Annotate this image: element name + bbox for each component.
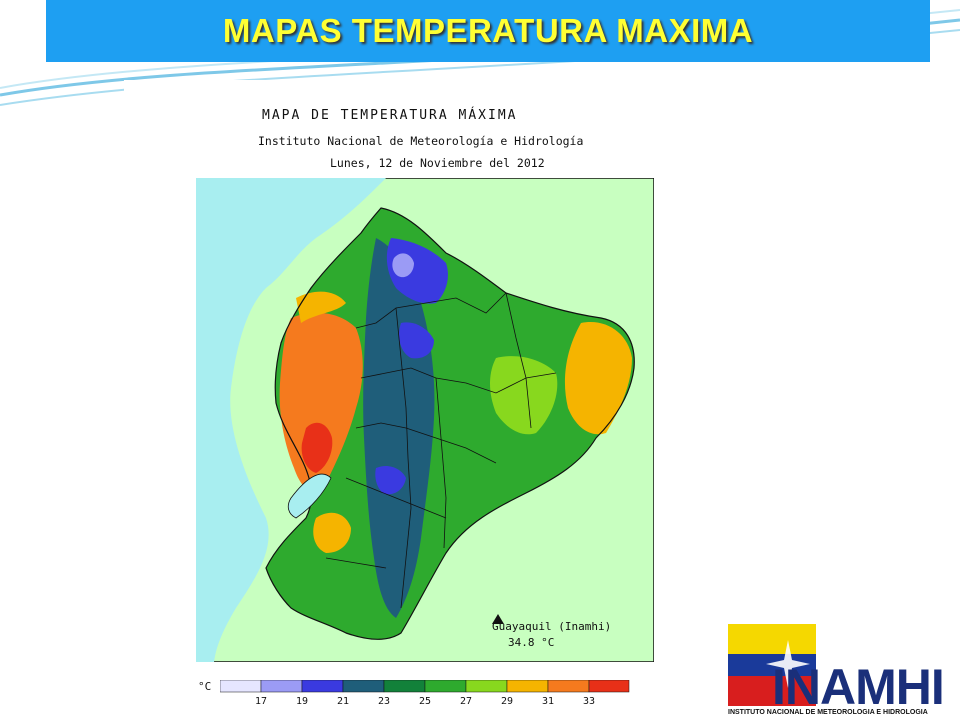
legend-unit: °C [198, 680, 212, 693]
legend-swatch [383, 680, 426, 693]
legend-tick: 31 [541, 696, 555, 707]
slide-title: MAPAS TEMPERATURA MAXIMA [222, 12, 754, 49]
flag-star-icon [728, 624, 816, 706]
legend-tick: 27 [459, 696, 473, 707]
ocean-area [196, 178, 386, 662]
legend-swatch [588, 680, 630, 693]
title-bar: MAPAS TEMPERATURA MAXIMA [46, 0, 930, 62]
province-borders [265, 207, 635, 640]
cold-cell-mid [399, 322, 434, 359]
legend-tick: 17 [254, 696, 268, 707]
legend-swatch [506, 680, 549, 693]
cold-cell-south [375, 466, 406, 495]
amazon-warm-zone [564, 322, 632, 435]
coastal-mild-zone [296, 291, 346, 323]
legend-colorbar [220, 680, 630, 693]
legend-swatch [220, 680, 262, 693]
station-marker-icon [492, 614, 504, 624]
logo-name: INAMHI [772, 659, 945, 715]
legend-swatch [424, 680, 467, 693]
inamhi-logo [726, 620, 960, 720]
ecuador-land [266, 208, 635, 640]
coastal-warm-zone [279, 312, 363, 491]
map-panel: MAPA DE TEMPERATURA MÁXIMA Instituto Nac… [124, 80, 726, 720]
map-title: MAPA DE TEMPERATURA MÁXIMA [262, 108, 518, 123]
gulf-of-guayaquil [287, 473, 332, 519]
legend-tick: 19 [295, 696, 309, 707]
logo-subtitle: INSTITUTO NACIONAL DE METEOROLOGIA E HID… [728, 709, 928, 716]
legend-swatch [301, 680, 344, 693]
legend-swatch [260, 680, 303, 693]
map-institution: Instituto Nacional de Meteorología e Hid… [258, 134, 584, 148]
southern-warm-zone [313, 512, 351, 553]
legend-tick: 25 [418, 696, 432, 707]
legend-swatch [465, 680, 508, 693]
coastal-hot-zone [301, 422, 333, 473]
legend-swatch [342, 680, 385, 693]
temperature-map [196, 178, 654, 662]
legend-tick: 33 [582, 696, 596, 707]
station-value: 34.8 °C [508, 636, 555, 649]
legend-tick: 21 [336, 696, 350, 707]
map-date: Lunes, 12 de Noviembre del 2012 [330, 156, 545, 170]
legend-tick: 29 [500, 696, 514, 707]
legend-swatch [547, 680, 590, 693]
legend-tick: 23 [377, 696, 391, 707]
cold-cell-north-core [392, 253, 414, 278]
station-name: Guayaquil (Inamhi) [492, 620, 612, 633]
